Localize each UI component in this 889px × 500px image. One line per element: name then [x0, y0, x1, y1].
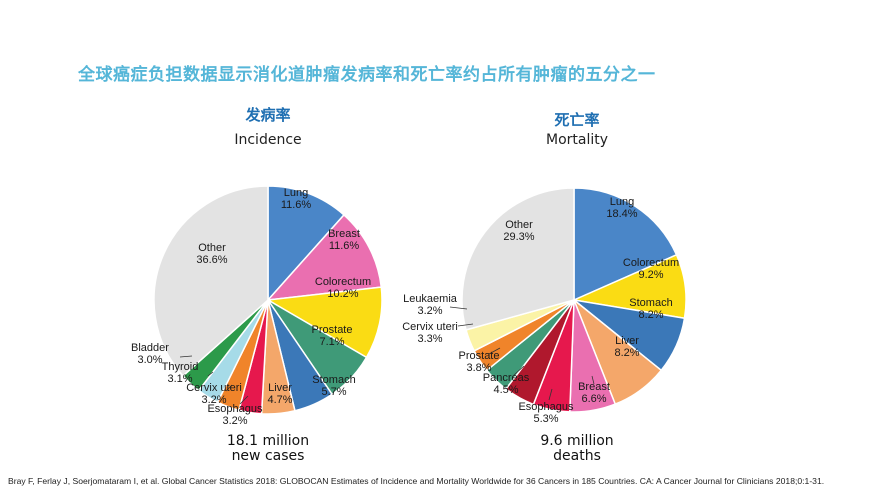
mortality-label-colorectum: Colorectum [623, 257, 679, 269]
mortality-summary-line-1: 9.6 million [540, 433, 614, 449]
mortality-summary: 9.6 million deaths [497, 434, 657, 464]
mortality-value-other: 29.3% [503, 231, 534, 243]
mortality-leader-esophagus [548, 388, 553, 401]
incidence-value-bladder: 3.0% [137, 354, 162, 366]
incidence-title: Incidence [234, 132, 302, 148]
page-title: 全球癌症负担数据显示消化道肿瘤发病率和死亡率约占所有肿瘤的五分之一 [78, 65, 656, 85]
mortality-value-breast: 6.6% [581, 393, 606, 405]
incidence-slice-lung [267, 185, 345, 302]
mortality-title: Mortality [545, 132, 609, 148]
incidence-leader-thyroid [207, 371, 214, 377]
incidence-label-stomach: Stomach [312, 374, 355, 386]
incidence-value-breast: 11.6% [329, 240, 360, 252]
mortality-summary-line-2: deaths [553, 448, 601, 464]
incidence-leader-esophagus [239, 395, 249, 405]
incidence-slice-breast [266, 213, 383, 301]
incidence-label-lung: Lung [284, 187, 308, 199]
mortality-value-pancreas: 4.5% [493, 384, 518, 396]
incidence-leader-bladder [179, 355, 193, 358]
incidence-summary: 18.1 million new cases [188, 434, 348, 464]
incidence-label-other: Other [198, 242, 226, 254]
incidence-value-other: 36.6% [196, 254, 227, 266]
mortality-label-cervix-uteri: Cervix uteri [402, 321, 458, 333]
mortality-leader-prostate [488, 347, 501, 355]
mortality-value-lung: 18.4% [606, 208, 637, 220]
mortality-label-other: Other [505, 219, 533, 231]
mortality-label-liver: Liver [615, 335, 639, 347]
mortality-title-cn: 死亡率 [554, 111, 600, 129]
mortality-value-liver: 8.2% [614, 347, 639, 359]
incidence-value-esophagus: 3.2% [222, 415, 247, 427]
incidence-label-cervix-uteri: Cervix uteri [186, 382, 242, 394]
incidence-value-colorectum: 10.2% [327, 288, 358, 300]
mortality-label-lung: Lung [610, 196, 634, 208]
mortality-value-prostate: 3.8% [466, 362, 491, 374]
mortality-label-esophagus: Esophagus [518, 401, 574, 413]
incidence-label-esophagus: Esophagus [207, 403, 263, 415]
mortality-label-leukaemia: Leukaemia [403, 293, 458, 305]
incidence-label-thyroid: Thyroid [162, 361, 199, 373]
mortality-label-pancreas: Pancreas [483, 372, 530, 384]
incidence-value-thyroid: 3.1% [167, 373, 192, 385]
incidence-title-cn: 发病率 [245, 106, 291, 124]
mortality-label-stomach: Stomach [629, 297, 672, 309]
mortality-leader-pancreas [513, 365, 525, 376]
mortality-leader-cervix-uteri [457, 323, 474, 327]
incidence-value-prostate: 7.1% [319, 336, 344, 348]
incidence-label-breast: Breast [328, 228, 360, 240]
incidence-value-cervix-uteri: 3.2% [201, 394, 226, 406]
incidence-value-stomach: 5.7% [321, 386, 346, 398]
mortality-slice-lung [573, 187, 678, 302]
incidence-slice-other [153, 185, 269, 377]
incidence-label-liver: Liver [268, 382, 292, 394]
incidence-label-prostate: Prostate [312, 324, 353, 336]
incidence-leader-cervix-uteri [225, 384, 233, 392]
incidence-value-liver: 4.7% [267, 394, 292, 406]
mortality-value-colorectum: 9.2% [638, 269, 663, 281]
incidence-summary-line-1: 18.1 million [226, 433, 310, 449]
incidence-summary-line-2: new cases [231, 448, 305, 464]
incidence-slice-colorectum [265, 286, 383, 359]
incidence-value-lung: 11.6% [281, 199, 312, 211]
mortality-slice-other [461, 187, 575, 331]
mortality-leader-breast [591, 375, 595, 385]
mortality-leader-leukaemia [449, 306, 468, 310]
citation: Bray F, Ferlay J, Soerjomataram I, et al… [8, 476, 825, 486]
mortality-value-stomach: 8.2% [638, 309, 663, 321]
mortality-label-breast: Breast [578, 381, 610, 393]
mortality-label-prostate: Prostate [459, 350, 500, 362]
mortality-value-leukaemia: 3.2% [417, 305, 442, 317]
incidence-label-bladder: Bladder [131, 342, 169, 354]
incidence-label-colorectum: Colorectum [315, 276, 371, 288]
mortality-value-cervix-uteri: 3.3% [417, 333, 442, 345]
mortality-value-esophagus: 5.3% [533, 413, 558, 425]
